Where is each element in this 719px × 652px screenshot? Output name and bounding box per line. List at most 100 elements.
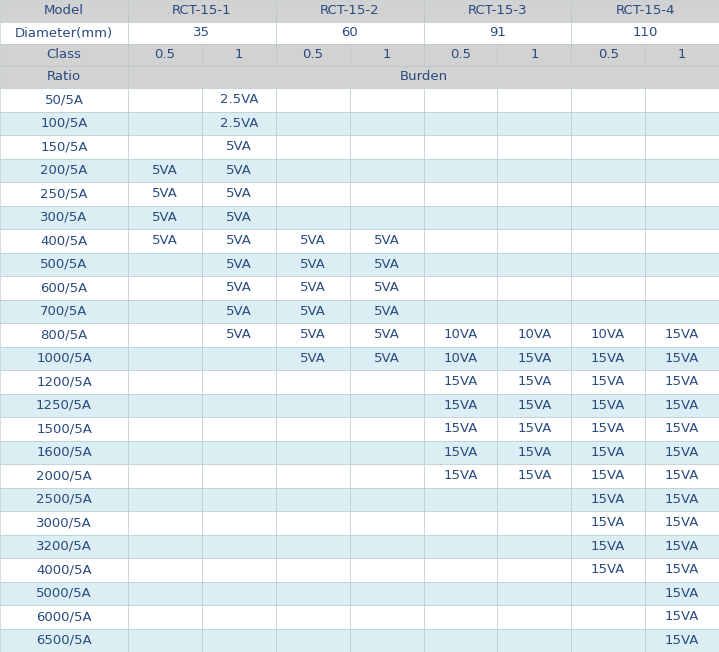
Text: 1: 1 (234, 48, 243, 61)
Bar (498, 158, 572, 182)
Bar (128, 158, 202, 182)
Bar (572, 417, 645, 441)
Bar (202, 88, 276, 111)
Bar (0, 464, 128, 488)
Text: Burden: Burden (400, 70, 447, 83)
Bar (645, 346, 719, 370)
Bar (128, 629, 202, 652)
Bar (0, 135, 128, 158)
Bar (349, 182, 423, 205)
Bar (0, 488, 128, 511)
Text: 15VA: 15VA (517, 399, 551, 412)
Bar (349, 205, 423, 229)
Bar (349, 417, 423, 441)
Text: 15VA: 15VA (443, 469, 477, 482)
Bar (349, 158, 423, 182)
Bar (128, 511, 202, 535)
Bar (276, 558, 349, 582)
Bar (202, 582, 276, 605)
Bar (572, 0, 719, 22)
Text: 110: 110 (633, 27, 658, 40)
Text: 5VA: 5VA (226, 258, 252, 271)
Bar (572, 182, 645, 205)
Bar (572, 299, 645, 323)
Bar (572, 229, 645, 252)
Bar (0, 629, 128, 652)
Text: 10VA: 10VA (444, 328, 477, 341)
Bar (423, 0, 572, 22)
Bar (645, 394, 719, 417)
Text: 5VA: 5VA (374, 234, 400, 247)
Text: 700/5A: 700/5A (40, 304, 88, 318)
Text: RCT-15-2: RCT-15-2 (320, 5, 380, 18)
Bar (423, 135, 498, 158)
Bar (645, 511, 719, 535)
Text: 1: 1 (383, 48, 391, 61)
Bar (276, 511, 349, 535)
Bar (202, 511, 276, 535)
Text: 15VA: 15VA (591, 469, 626, 482)
Bar (128, 229, 202, 252)
Bar (645, 205, 719, 229)
Bar (128, 111, 202, 135)
Text: 15VA: 15VA (443, 399, 477, 412)
Text: 15VA: 15VA (443, 376, 477, 388)
Bar (423, 417, 498, 441)
Bar (349, 629, 423, 652)
Text: 15VA: 15VA (665, 399, 700, 412)
Text: 1600/5A: 1600/5A (36, 446, 92, 459)
Text: 15VA: 15VA (591, 540, 626, 553)
Bar (0, 66, 128, 88)
Bar (572, 441, 645, 464)
Text: 10VA: 10VA (591, 328, 626, 341)
Bar (498, 394, 572, 417)
Text: 3200/5A: 3200/5A (36, 540, 92, 553)
Bar (202, 535, 276, 558)
Bar (349, 276, 423, 299)
Bar (645, 629, 719, 652)
Bar (128, 605, 202, 629)
Text: 1000/5A: 1000/5A (36, 351, 92, 364)
Bar (498, 417, 572, 441)
Text: 6000/5A: 6000/5A (36, 610, 92, 623)
Text: Ratio: Ratio (47, 70, 81, 83)
Bar (128, 44, 202, 66)
Bar (498, 629, 572, 652)
Bar (128, 135, 202, 158)
Bar (423, 488, 498, 511)
Text: 5VA: 5VA (300, 351, 326, 364)
Bar (645, 88, 719, 111)
Bar (0, 229, 128, 252)
Bar (498, 88, 572, 111)
Text: 5VA: 5VA (152, 234, 178, 247)
Bar (349, 464, 423, 488)
Bar (645, 229, 719, 252)
Bar (349, 558, 423, 582)
Bar (498, 135, 572, 158)
Text: 5VA: 5VA (152, 211, 178, 224)
Text: 500/5A: 500/5A (40, 258, 88, 271)
Text: 5VA: 5VA (226, 328, 252, 341)
Bar (645, 558, 719, 582)
Bar (128, 299, 202, 323)
Bar (645, 417, 719, 441)
Bar (276, 229, 349, 252)
Text: 15VA: 15VA (665, 351, 700, 364)
Bar (498, 535, 572, 558)
Text: 0.5: 0.5 (302, 48, 323, 61)
Text: 5VA: 5VA (300, 281, 326, 294)
Bar (276, 0, 423, 22)
Text: 15VA: 15VA (517, 376, 551, 388)
Bar (498, 464, 572, 488)
Bar (423, 88, 498, 111)
Bar (423, 182, 498, 205)
Text: 15VA: 15VA (517, 351, 551, 364)
Text: 5VA: 5VA (226, 140, 252, 153)
Bar (202, 394, 276, 417)
Text: 5VA: 5VA (226, 187, 252, 200)
Bar (645, 276, 719, 299)
Bar (349, 44, 423, 66)
Bar (202, 229, 276, 252)
Text: 15VA: 15VA (665, 516, 700, 529)
Text: 2.5VA: 2.5VA (219, 117, 258, 130)
